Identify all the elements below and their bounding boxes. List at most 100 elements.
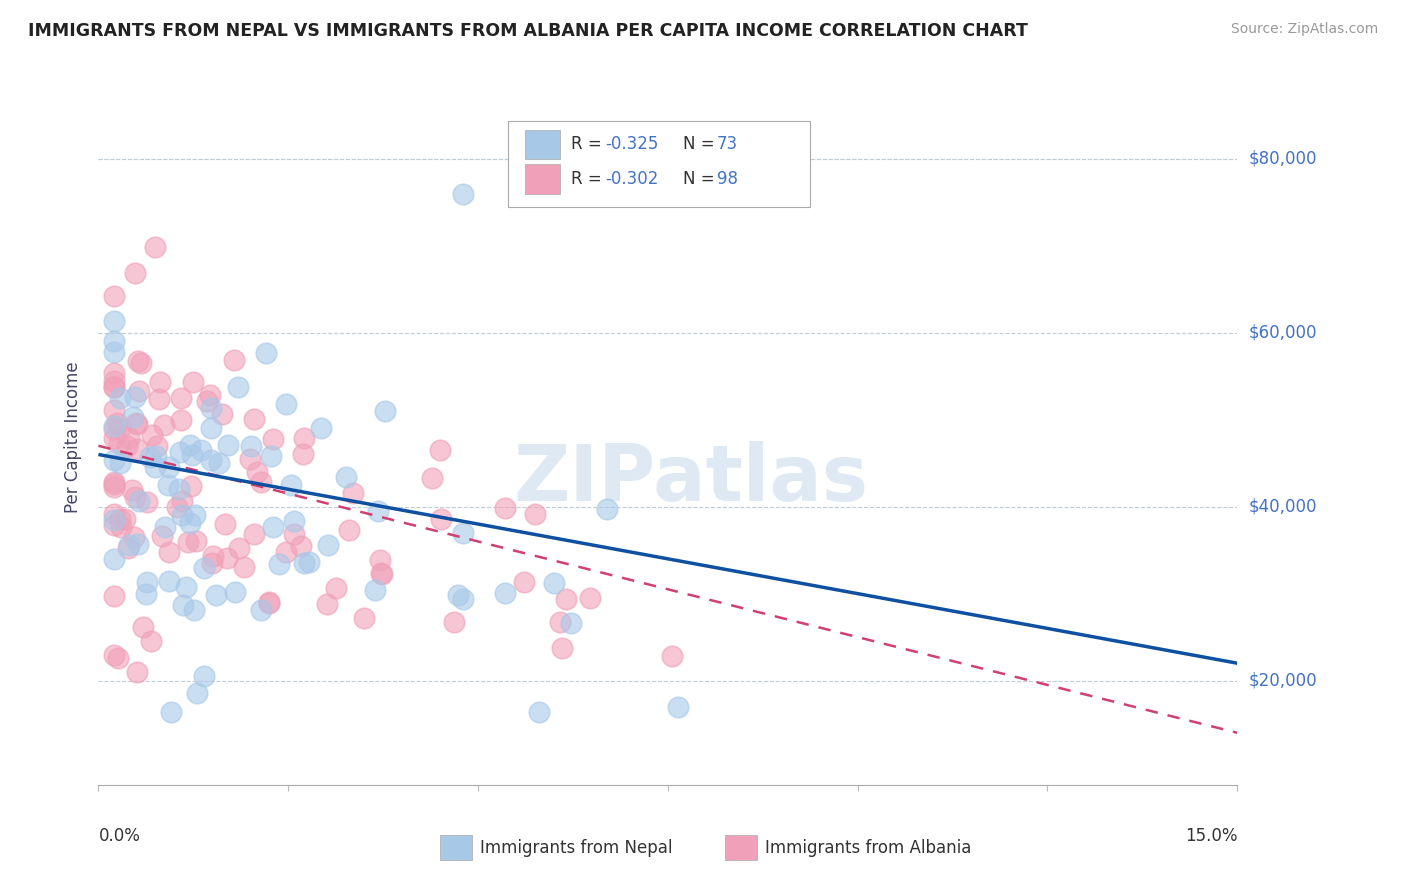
Point <box>527 705 550 719</box>
Point <box>228 541 250 555</box>
Point <box>200 452 222 467</box>
Point <box>139 450 162 464</box>
Point <box>337 523 360 537</box>
Point <box>290 539 312 553</box>
Point <box>262 520 284 534</box>
Point <box>226 380 249 394</box>
Point <box>103 453 125 467</box>
Text: Source: ZipAtlas.com: Source: ZipAtlas.com <box>1230 22 1378 37</box>
Point <box>309 421 332 435</box>
Point <box>367 504 389 518</box>
Point <box>451 186 474 201</box>
Point <box>103 345 125 359</box>
Point <box>494 501 516 516</box>
Text: IMMIGRANTS FROM NEPAL VS IMMIGRANTS FROM ALBANIA PER CAPITA INCOME CORRELATION C: IMMIGRANTS FROM NEPAL VS IMMIGRANTS FROM… <box>28 22 1028 40</box>
Point <box>201 556 224 570</box>
Point <box>195 393 218 408</box>
Point <box>124 266 146 280</box>
Text: Immigrants from Albania: Immigrants from Albania <box>765 838 972 856</box>
Text: $40,000: $40,000 <box>1249 498 1317 516</box>
Point <box>156 477 179 491</box>
Point <box>118 431 141 445</box>
Point <box>224 584 246 599</box>
Point <box>596 501 619 516</box>
Point <box>262 432 284 446</box>
Point <box>205 588 228 602</box>
Point <box>135 587 157 601</box>
Point <box>246 465 269 479</box>
Point <box>127 354 149 368</box>
Text: $60,000: $60,000 <box>1249 324 1317 342</box>
Point <box>124 490 146 504</box>
Point <box>136 575 159 590</box>
Text: N =: N = <box>683 136 720 153</box>
Point <box>560 616 582 631</box>
Point <box>274 397 297 411</box>
Point <box>166 500 188 515</box>
Point <box>181 375 204 389</box>
Point <box>180 448 202 462</box>
Point <box>250 603 273 617</box>
Point <box>103 402 125 417</box>
Point <box>127 537 149 551</box>
Point <box>325 581 347 595</box>
Point <box>177 534 200 549</box>
Point <box>198 387 221 401</box>
Point <box>224 353 246 368</box>
Point <box>157 574 180 588</box>
Point <box>145 449 167 463</box>
Point <box>160 705 183 719</box>
Text: R =: R = <box>571 170 607 188</box>
Point <box>103 517 125 532</box>
Point <box>240 438 263 452</box>
Point <box>543 575 565 590</box>
Point <box>121 483 143 497</box>
Point <box>193 561 215 575</box>
Point <box>316 597 339 611</box>
Point <box>280 478 302 492</box>
Point <box>103 475 125 489</box>
Point <box>447 588 470 602</box>
Text: -0.325: -0.325 <box>605 136 658 153</box>
Point <box>107 650 129 665</box>
Point <box>125 417 148 431</box>
Point <box>172 494 194 508</box>
Point <box>666 699 689 714</box>
Point <box>661 649 683 664</box>
Point <box>257 595 280 609</box>
Point <box>292 431 315 445</box>
Bar <box>440 835 472 860</box>
Point <box>298 555 321 569</box>
Point <box>117 538 139 552</box>
Point <box>316 538 339 552</box>
Point <box>170 413 193 427</box>
Point <box>579 591 602 606</box>
Point <box>371 566 394 581</box>
Point <box>184 508 207 522</box>
Point <box>141 427 163 442</box>
Point <box>108 421 131 435</box>
Point <box>103 314 125 328</box>
Point <box>143 239 166 253</box>
Point <box>128 494 150 508</box>
Point <box>135 494 157 508</box>
Point <box>128 384 150 398</box>
Point <box>110 519 132 533</box>
Y-axis label: Per Capita Income: Per Capita Income <box>65 361 83 513</box>
Point <box>103 477 125 491</box>
Point <box>105 416 128 430</box>
Point <box>257 594 280 608</box>
Point <box>146 439 169 453</box>
Text: 15.0%: 15.0% <box>1185 827 1237 845</box>
Point <box>157 460 180 475</box>
Point <box>103 366 125 380</box>
Point <box>335 469 357 483</box>
Point <box>513 574 536 589</box>
Point <box>200 421 222 435</box>
Point <box>215 550 238 565</box>
Point <box>103 380 125 394</box>
Point <box>190 443 212 458</box>
Bar <box>725 835 756 860</box>
Point <box>103 374 125 388</box>
Point <box>179 437 201 451</box>
